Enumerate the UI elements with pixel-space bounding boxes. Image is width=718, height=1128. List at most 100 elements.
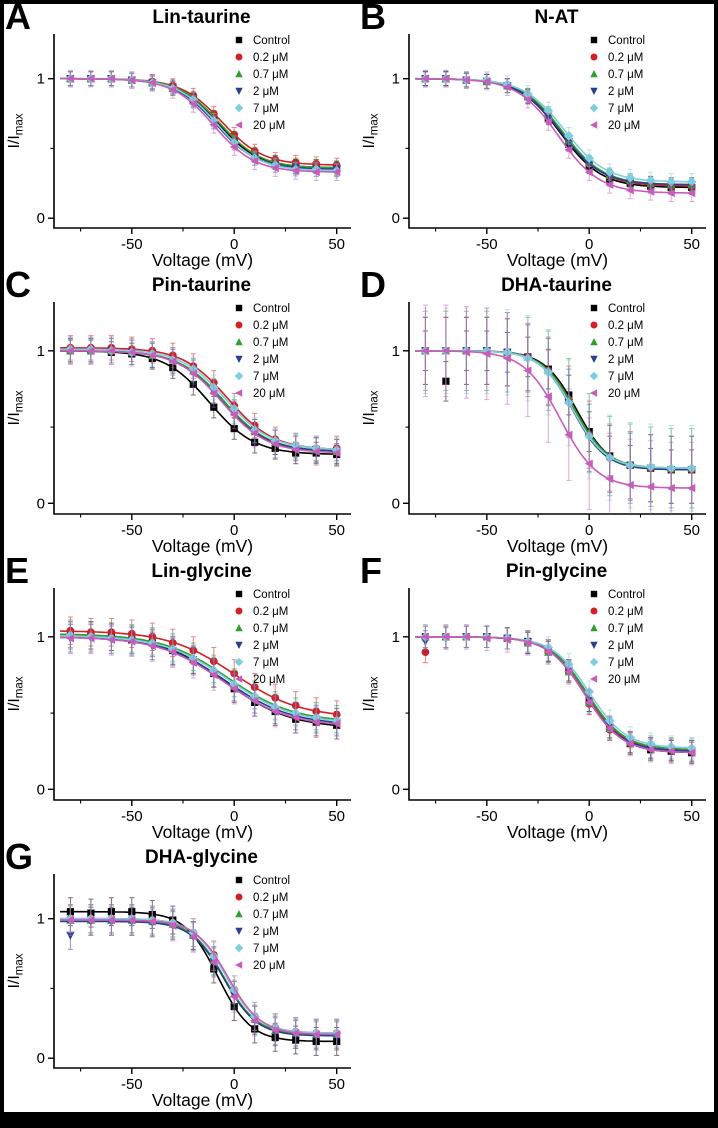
svg-text:Voltage (mV): Voltage (mV) <box>507 536 608 556</box>
plot-lin-glycine: -50 0 50 0 1 Voltage (mV) I/Imax Control 0.2 μM 0… <box>4 558 359 844</box>
svg-text:I/Imax: I/Imax <box>361 676 381 711</box>
svg-text:0: 0 <box>230 522 238 539</box>
plot-n-at: -50 0 50 0 1 Voltage (mV) I/Imax Control 0.2 μM 0… <box>359 4 714 272</box>
panel-title-pin-glycine: Pin-glycine <box>505 561 608 582</box>
svg-text:I/Imax: I/Imax <box>361 113 381 148</box>
svg-text:50: 50 <box>328 1076 345 1093</box>
svg-text:0.2 μM: 0.2 μM <box>608 320 643 332</box>
svg-text:0: 0 <box>230 808 238 825</box>
svg-text:7 μM: 7 μM <box>608 103 634 115</box>
svg-text:20 μM: 20 μM <box>608 674 640 686</box>
svg-text:Control: Control <box>253 589 290 601</box>
svg-text:0.7 μM: 0.7 μM <box>253 909 288 921</box>
svg-text:0: 0 <box>230 1076 238 1093</box>
panel-dha-taurine: D DHA-taurine -50 0 50 0 1 Voltage (mV) I/Imax… <box>359 267 714 558</box>
chart-svg: -50 0 50 0 1 Voltage (mV) I/Imax Control 0.2 μM 0… <box>6 588 351 842</box>
svg-text:-50: -50 <box>476 808 498 825</box>
svg-text:Voltage (mV): Voltage (mV) <box>507 250 608 270</box>
svg-text:Voltage (mV): Voltage (mV) <box>152 536 253 556</box>
svg-text:-50: -50 <box>121 808 143 825</box>
svg-text:0.7 μM: 0.7 μM <box>253 69 288 81</box>
svg-text:20 μM: 20 μM <box>253 120 285 132</box>
plot-pin-glycine: -50 0 50 0 1 Voltage (mV) I/Imax Control 0.2 μM 0… <box>359 558 714 844</box>
svg-text:7 μM: 7 μM <box>608 371 634 383</box>
svg-text:0.7 μM: 0.7 μM <box>608 69 643 81</box>
svg-text:0: 0 <box>585 522 593 539</box>
panel-dha-glycine: G DHA-glycine -50 0 50 0 1 Voltage (mV) I/Imax… <box>4 839 359 1112</box>
empty-cell <box>359 844 714 1112</box>
panel-title-dha-glycine: DHA-glycine <box>145 847 258 868</box>
svg-text:7 μM: 7 μM <box>253 943 279 955</box>
svg-text:Control: Control <box>253 875 290 887</box>
svg-text:0: 0 <box>37 1050 45 1067</box>
svg-text:50: 50 <box>328 236 345 253</box>
chart-svg: -50 0 50 0 1 Voltage (mV) I/Imax Control 0.2 μM 0… <box>361 588 706 842</box>
svg-text:0.7 μM: 0.7 μM <box>608 623 643 635</box>
svg-text:2 μM: 2 μM <box>608 354 634 366</box>
chart-svg: -50 0 50 0 1 Voltage (mV) I/Imax Control 0.2 μM 0… <box>6 302 351 556</box>
svg-text:20 μM: 20 μM <box>253 960 285 972</box>
svg-text:Voltage (mV): Voltage (mV) <box>152 250 253 270</box>
svg-text:2 μM: 2 μM <box>253 926 279 938</box>
svg-text:-50: -50 <box>121 236 143 253</box>
panel-grid: A Lin-taurine -50 0 50 0 1 Voltage (mV) I/Imax… <box>4 4 714 1112</box>
plot-pin-taurine: -50 0 50 0 1 Voltage (mV) I/Imax Control 0.2 μM 0… <box>4 272 359 558</box>
svg-text:0: 0 <box>585 236 593 253</box>
svg-text:7 μM: 7 μM <box>253 371 279 383</box>
svg-text:2 μM: 2 μM <box>608 640 634 652</box>
svg-text:-50: -50 <box>121 522 143 539</box>
panel-letter-d: D <box>360 264 386 305</box>
svg-text:0: 0 <box>392 210 400 227</box>
panel-letter-f: F <box>360 550 382 591</box>
svg-text:0.2 μM: 0.2 μM <box>253 52 288 64</box>
svg-text:I/Imax: I/Imax <box>361 390 381 425</box>
svg-text:Control: Control <box>253 35 290 47</box>
chart-svg: -50 0 50 0 1 Voltage (mV) I/Imax Control 0.2 μM 0… <box>361 34 706 270</box>
panel-letter-g: G <box>5 836 34 877</box>
svg-text:1: 1 <box>37 911 45 928</box>
chart-svg: -50 0 50 0 1 Voltage (mV) I/Imax Control 0.2 μM 0… <box>361 302 706 556</box>
svg-text:2 μM: 2 μM <box>253 640 279 652</box>
svg-text:50: 50 <box>683 236 700 253</box>
panel-title-lin-taurine: Lin-taurine <box>152 7 251 28</box>
panel-lin-taurine: A Lin-taurine -50 0 50 0 1 Voltage (mV) I/Imax… <box>4 4 359 272</box>
svg-text:Control: Control <box>608 589 645 601</box>
panel-title-n-at: N-AT <box>534 7 579 28</box>
panel-title-dha-taurine: DHA-taurine <box>501 275 612 296</box>
svg-text:0.2 μM: 0.2 μM <box>608 606 643 618</box>
svg-text:20 μM: 20 μM <box>608 120 640 132</box>
svg-text:7 μM: 7 μM <box>608 657 634 669</box>
svg-text:1: 1 <box>392 343 400 360</box>
chart-svg: -50 0 50 0 1 Voltage (mV) I/Imax Control 0.2 μM 0… <box>6 874 351 1110</box>
svg-text:0.2 μM: 0.2 μM <box>253 320 288 332</box>
svg-text:50: 50 <box>683 522 700 539</box>
svg-text:50: 50 <box>328 522 345 539</box>
svg-text:Control: Control <box>253 303 290 315</box>
svg-text:0: 0 <box>392 781 400 798</box>
svg-text:Voltage (mV): Voltage (mV) <box>507 822 608 842</box>
panel-letter-e: E <box>5 550 30 591</box>
panel-title-pin-taurine: Pin-taurine <box>151 275 252 296</box>
svg-text:2 μM: 2 μM <box>608 86 634 98</box>
svg-text:1: 1 <box>392 629 400 646</box>
svg-text:1: 1 <box>392 71 400 88</box>
plot-dha-glycine: -50 0 50 0 1 Voltage (mV) I/Imax Control 0.2 μM 0… <box>4 844 359 1112</box>
svg-text:50: 50 <box>328 808 345 825</box>
svg-text:0.2 μM: 0.2 μM <box>608 52 643 64</box>
svg-text:20 μM: 20 μM <box>253 674 285 686</box>
svg-text:0.7 μM: 0.7 μM <box>253 337 288 349</box>
svg-text:0: 0 <box>37 210 45 227</box>
svg-text:0: 0 <box>585 808 593 825</box>
svg-text:2 μM: 2 μM <box>253 354 279 366</box>
svg-text:20 μM: 20 μM <box>253 388 285 400</box>
plot-lin-taurine: -50 0 50 0 1 Voltage (mV) I/Imax Control 0.2 μM 0… <box>4 4 359 272</box>
svg-text:7 μM: 7 μM <box>253 103 279 115</box>
plot-dha-taurine: -50 0 50 0 1 Voltage (mV) I/Imax Control 0.2 μM 0… <box>359 272 714 558</box>
svg-text:0: 0 <box>230 236 238 253</box>
svg-text:-50: -50 <box>476 522 498 539</box>
svg-text:0.7 μM: 0.7 μM <box>253 623 288 635</box>
svg-text:-50: -50 <box>476 236 498 253</box>
panel-title-lin-glycine: Lin-glycine <box>151 561 252 582</box>
svg-text:0: 0 <box>392 495 400 512</box>
